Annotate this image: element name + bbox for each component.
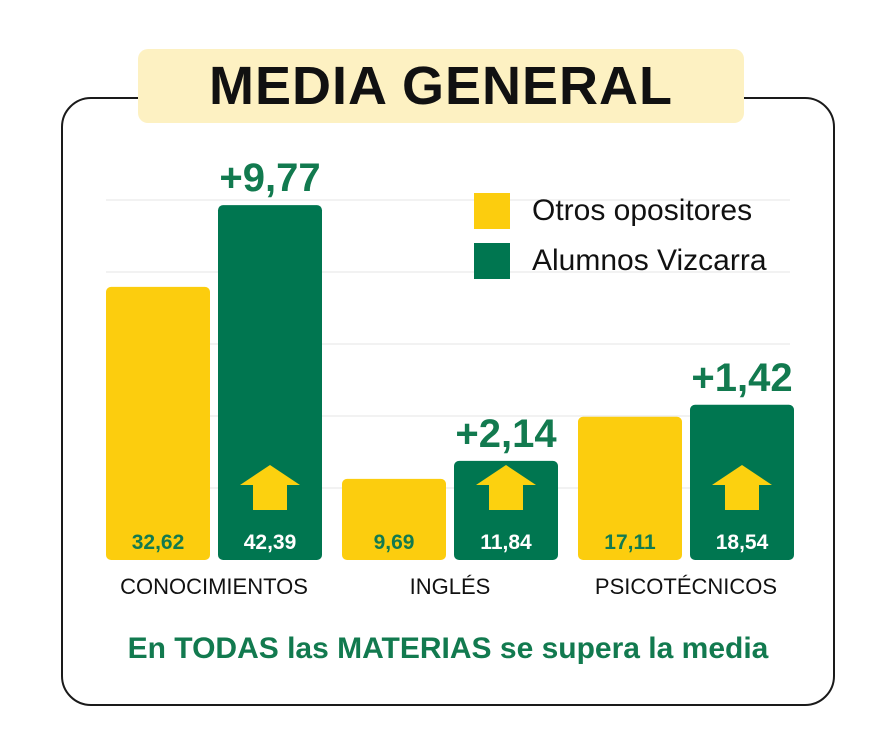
data-label: 42,39 bbox=[244, 531, 297, 554]
data-label: 11,84 bbox=[480, 531, 532, 554]
x-tick-label: INGLÉS bbox=[410, 574, 491, 599]
legend-swatch-otros bbox=[474, 193, 510, 229]
page-title: MEDIA GENERAL bbox=[208, 56, 673, 116]
bar-alumnos bbox=[454, 460, 558, 560]
data-label: 18,54 bbox=[716, 531, 769, 554]
difference-label: +9,77 bbox=[219, 156, 320, 200]
legend-label-otros: Otros opositores bbox=[532, 194, 753, 227]
difference-label: +1,42 bbox=[691, 356, 792, 400]
difference-label: +2,14 bbox=[455, 412, 557, 456]
x-tick-label: PSICOTÉCNICOS bbox=[595, 574, 777, 599]
data-label: 32,62 bbox=[132, 531, 185, 554]
legend-label-alumnos: Alumnos Vizcarra bbox=[532, 244, 767, 277]
footer-message: En TODAS las MATERIAS se supera la media bbox=[127, 632, 769, 665]
title-banner: MEDIA GENERAL bbox=[138, 49, 744, 123]
up-arrow-icon bbox=[712, 465, 772, 510]
legend-item-otros: Otros opositores bbox=[474, 193, 752, 229]
bar-otros bbox=[106, 286, 210, 560]
legend-swatch-alumnos bbox=[474, 243, 510, 279]
data-label: 17,11 bbox=[604, 531, 656, 554]
legend-item-alumnos: Alumnos Vizcarra bbox=[474, 243, 767, 279]
x-tick-label: CONOCIMIENTOS bbox=[120, 574, 308, 599]
bar-alumnos bbox=[218, 205, 322, 560]
up-arrow-icon bbox=[240, 465, 300, 510]
bar-otros bbox=[578, 416, 682, 560]
up-arrow-icon bbox=[476, 465, 536, 510]
bar-otros bbox=[342, 478, 446, 560]
data-label: 9,69 bbox=[374, 531, 415, 554]
